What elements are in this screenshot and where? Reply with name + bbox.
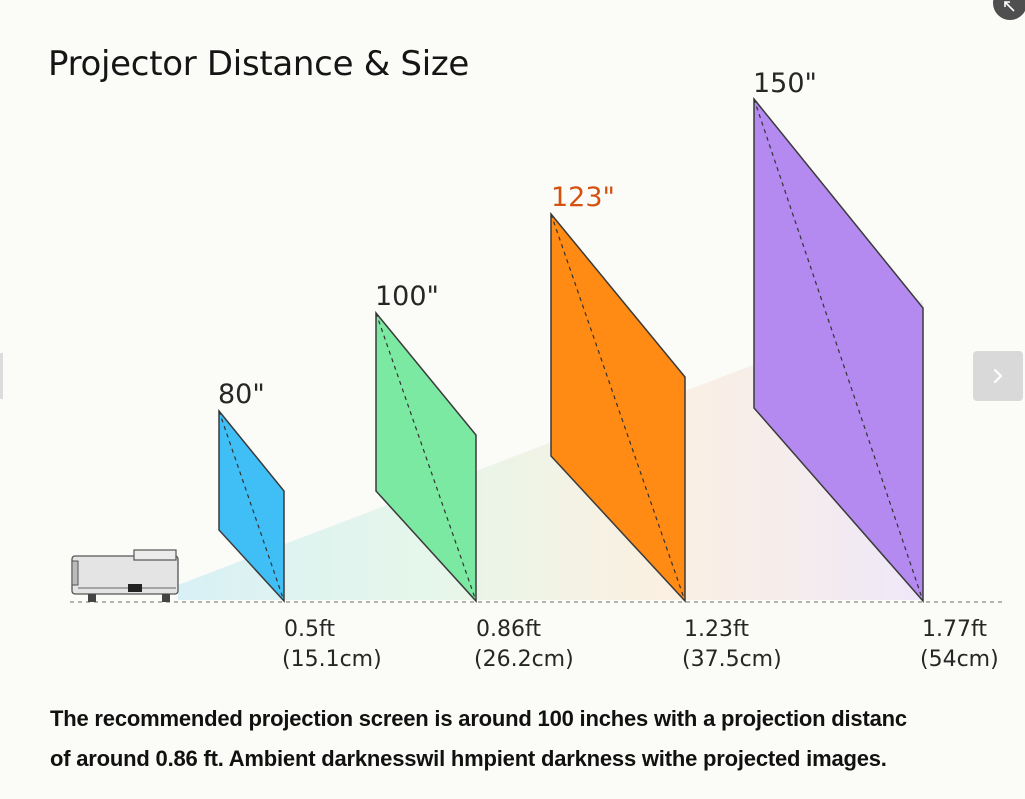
screen-diagonal bbox=[218, 410, 285, 602]
distance-cm-label: (15.1cm) bbox=[282, 647, 382, 672]
chevron-right-icon bbox=[994, 369, 1002, 383]
distance-ft-label: 0.5ft bbox=[284, 617, 335, 642]
caption-line-1: The recommended projection screen is aro… bbox=[50, 706, 907, 731]
caption-line-2: of around 0.86 ft. Ambient darknesswil h… bbox=[50, 746, 887, 771]
screen-size-label: 80" bbox=[218, 379, 265, 410]
next-image-button[interactable] bbox=[973, 351, 1023, 401]
screen-diagonal bbox=[375, 312, 477, 602]
screen-150: 150" 1.77ft (54cm) bbox=[753, 68, 999, 672]
distance-ft-label: 1.77ft bbox=[922, 617, 987, 642]
screen-diagonal bbox=[753, 98, 924, 602]
previous-image-button[interactable] bbox=[0, 353, 3, 399]
distance-cm-label: (54cm) bbox=[920, 647, 999, 672]
screen-size-label: 123" bbox=[551, 182, 615, 213]
distance-cm-label: (26.2cm) bbox=[474, 647, 574, 672]
projection-diagram: 80" 0.5ft (15.1cm) 100" 0.86ft (26.2cm) … bbox=[70, 68, 1005, 672]
screen-size-label: 100" bbox=[375, 281, 439, 312]
screen-size-label: 150" bbox=[753, 68, 817, 99]
screen-100: 100" 0.86ft (26.2cm) bbox=[375, 281, 574, 672]
expand-icon bbox=[1004, 1, 1015, 12]
distance-ft-label: 0.86ft bbox=[476, 617, 541, 642]
expand-button[interactable] bbox=[993, 0, 1025, 20]
screen-80: 80" 0.5ft (15.1cm) bbox=[218, 379, 382, 672]
projector-icon bbox=[71, 549, 179, 602]
screen-123: 123" 1.23ft (37.5cm) bbox=[550, 182, 782, 672]
distance-ft-label: 1.23ft bbox=[684, 617, 749, 642]
diagram-title: Projector Distance & Size bbox=[48, 44, 470, 84]
distance-cm-label: (37.5cm) bbox=[682, 647, 782, 672]
